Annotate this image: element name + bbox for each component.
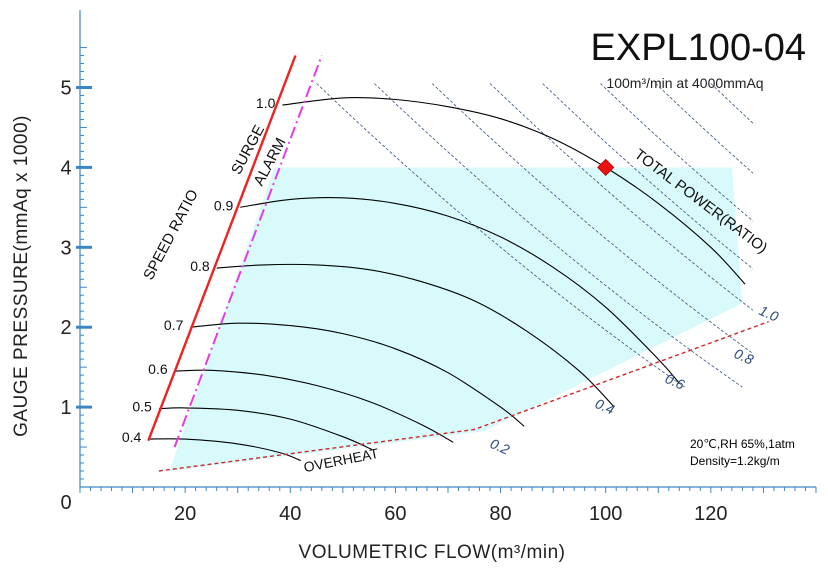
x-tick-label: 60 [384, 503, 406, 525]
power-ratio-value: 0.6 [663, 370, 687, 393]
x-tick-label: 100 [589, 503, 622, 525]
power-ratio-value: 0.2 [488, 435, 512, 458]
design-point-marker [597, 158, 615, 176]
chart-subtitle: 100m³/min at 4000mmAq [606, 75, 763, 91]
speed-curve [174, 369, 454, 443]
power-ratio-curve [655, 83, 753, 174]
power-ratio-value: 0.4 [593, 395, 617, 418]
condition-text: 20℃,RH 65%,1atm [690, 437, 795, 451]
density-text: Density=1.2kg/m [690, 454, 780, 468]
alarm-line [173, 55, 323, 448]
speed-ratio-value: 0.8 [190, 258, 210, 274]
power-ratio-curve [489, 83, 753, 311]
speed-ratio-value: 0.4 [122, 429, 142, 445]
speed-curve [158, 407, 373, 450]
power-ratio-curve [542, 83, 753, 270]
y-tick-label: 3 [60, 237, 71, 259]
power-ratio-curve [766, 84, 828, 388]
speed-curve [190, 322, 525, 427]
chart-title: EXPL100-04 [591, 27, 807, 69]
speed-ratio-value: 0.9 [214, 197, 234, 213]
speed-curve [148, 438, 301, 462]
y-axis-label: GAUGE PRESSURE(mmAq x 1000) [11, 115, 32, 437]
x-tick-label: 120 [694, 503, 727, 525]
y-tick-label: 4 [60, 157, 71, 179]
y-tick-label: 5 [60, 78, 71, 100]
power-ratio-value: 1.0 [757, 302, 781, 325]
operating-region [169, 167, 743, 471]
power-ratio-curve [600, 83, 753, 222]
axes: 1 2 3 4 5 20 40 60 80 100 120 [60, 10, 817, 525]
y-tick-label: 2 [60, 317, 71, 339]
surge-line [147, 55, 297, 442]
speed-curve [240, 196, 680, 384]
x-tick-label: 20 [174, 503, 196, 525]
power-ratio-curve [374, 83, 743, 388]
speed-curve [216, 263, 614, 407]
origin-label: 0 [60, 492, 71, 514]
limit-lines [147, 55, 769, 472]
overheat-line [158, 320, 769, 472]
operating-region-fill [169, 167, 743, 471]
speed-ratio-value: 0.6 [148, 361, 168, 377]
power-ratio-curve [821, 84, 828, 388]
x-axis-label: VOLUMETRIC FLOW(m³/min) [299, 542, 566, 563]
x-tick-label: 80 [489, 503, 511, 525]
chart-labels: 1.00.90.80.70.60.50.41.00.80.60.40.2 [122, 95, 781, 458]
speed-ratio-value: 0.7 [164, 317, 184, 333]
power-ratio-curve [431, 83, 753, 354]
speed-curves [148, 97, 746, 462]
power-ratio-value: 0.8 [732, 345, 756, 368]
y-tick-label: 1 [60, 397, 71, 419]
power-ratio-curve [316, 83, 685, 388]
speed-ratio-value: 0.5 [132, 399, 152, 415]
power-ratio-curves [316, 83, 828, 388]
speed-curve [282, 97, 746, 285]
speed-ratio-value: 1.0 [256, 95, 276, 111]
x-tick-label: 40 [279, 503, 301, 525]
